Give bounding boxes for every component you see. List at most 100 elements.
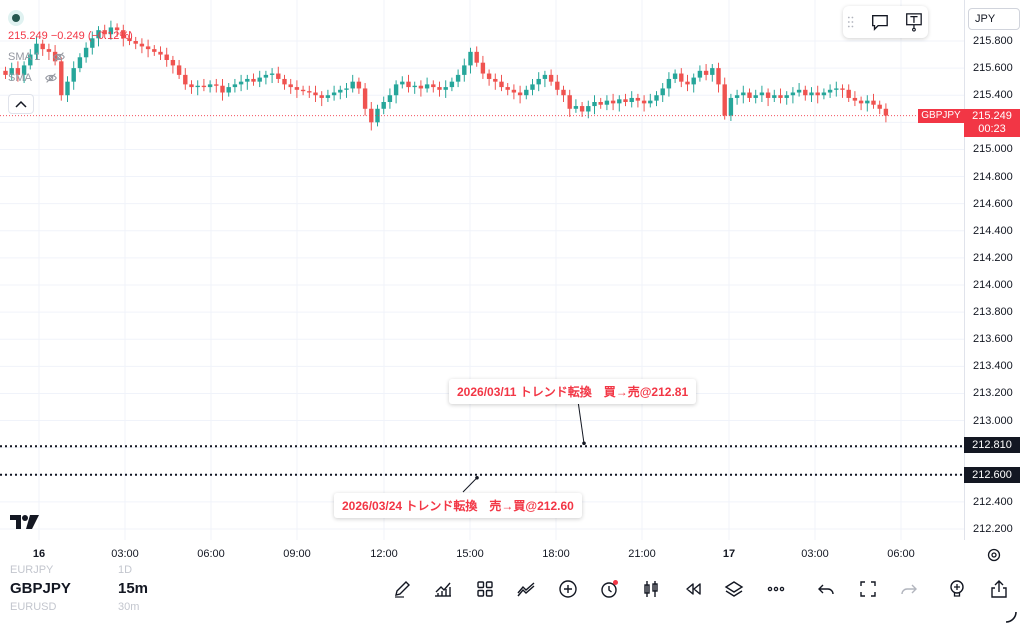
candle-body [486,73,492,79]
lightbulb-icon[interactable] [946,578,968,600]
candle-body [300,89,306,92]
candle-body [858,100,864,104]
candle-body [623,99,628,102]
next-symbol[interactable]: EURUSD [10,601,57,613]
collapse-legend-button[interactable] [8,94,34,114]
text-tool-icon[interactable] [904,11,924,33]
currency-selector[interactable]: JPY [968,8,1020,30]
settings-icon[interactable] [986,547,1002,563]
candle-body [307,91,312,93]
candle-body [424,84,430,89]
candle-body [90,38,95,48]
candle-body [598,102,603,105]
candle-body [840,88,845,90]
candle-body [672,73,678,79]
eye-off-icon[interactable] [52,50,66,64]
price-scale[interactable]: 215.800215.600215.400215.200215.000214.8… [964,0,1024,540]
price-tick-label: 214.600 [973,197,1013,210]
candle-body [269,73,275,75]
candle-body [102,30,107,35]
candle-body [21,65,27,75]
price-tick-label: 215.000 [973,143,1013,156]
resize-handle-icon[interactable] [1004,610,1018,624]
tradingview-logo-icon[interactable] [10,514,40,530]
candle-body [207,84,213,88]
candle-body [257,77,262,82]
candle-body [46,49,52,52]
price-tick-label: 213.400 [973,360,1013,373]
symbol-selector[interactable]: GBPJPY [10,580,71,597]
candle-body [176,65,182,75]
candle-body [530,84,535,90]
bottom-toolbar: EURJPY 1D GBPJPY 15m EURUSD 30m [0,564,1024,633]
time-tick-label: 06:00 [887,548,915,560]
next-interval[interactable]: 30m [118,601,140,613]
alert-icon[interactable] [598,578,620,600]
candle-body [40,43,45,50]
annotation-trend-reversal-buy[interactable]: 2026/03/24 トレンド転換 売→買@212.60 [334,493,582,518]
candle-body [536,78,541,85]
drag-handle-icon[interactable] [847,15,854,29]
candle-body [449,81,455,88]
candle-type-icon[interactable] [640,578,662,600]
annotation-anchor [475,475,479,480]
price-tick-label: 214.400 [973,224,1013,237]
candle-body [381,102,386,109]
bar-countdown: 00:23 [978,123,1006,135]
compare-icon[interactable] [515,578,537,600]
indicator-row-sma-1[interactable]: SMA 1 [8,50,66,64]
price-tick-label: 215.600 [973,62,1013,75]
candle-body [356,81,362,89]
candle-body [703,70,709,75]
prev-interval[interactable]: 1D [118,564,133,576]
indicator-row-sma-2[interactable]: SMA [8,71,58,85]
candle-body [784,95,789,98]
grid-icon[interactable] [474,578,496,600]
candle-body [511,89,517,93]
share-icon[interactable] [988,578,1010,600]
candle-body [152,49,157,52]
eye-off-icon[interactable] [44,71,58,85]
floating-drawing-toolbar[interactable] [843,6,928,38]
candle-body [121,30,126,39]
candle-body [697,70,703,78]
candle-body [691,77,696,85]
interval-selector[interactable]: 15m [118,580,149,597]
candle-body [437,87,442,90]
replay-icon[interactable] [682,578,704,600]
pen-icon[interactable] [391,578,413,600]
redo-icon[interactable] [898,578,920,600]
candle-body [294,87,300,90]
candle-body [852,97,858,101]
prev-symbol[interactable]: EURJPY [10,564,54,576]
candle-body [604,100,610,105]
candle-body [59,61,64,96]
layers-icon[interactable] [723,578,745,600]
current-price-value: 215.249 [972,110,1012,122]
candle-body [679,73,684,82]
candle-body [660,88,665,96]
candle-body [883,108,889,116]
candle-body [3,70,8,75]
candle-body [214,84,219,86]
annotation-trend-reversal-sell[interactable]: 2026/03/11 トレンド転換 買→売@212.81 [449,379,697,404]
chart-pane[interactable]: 215.249 −0.249 (−0.12%) SMA 1 SMA 2026/0… [0,0,964,540]
undo-icon[interactable] [815,578,837,600]
time-tick-label: 16 [32,548,46,560]
time-axis[interactable]: 16 03:00 06:00 09:00 12:00 15:00 18:00 21:00 17 0… [0,540,1024,566]
candle-body [462,65,467,75]
comment-icon[interactable] [870,11,890,33]
add-icon[interactable] [557,578,579,600]
price-tick-label: 214.000 [973,279,1013,291]
more-icon[interactable] [765,578,787,600]
candle-body [201,85,207,88]
price-chart[interactable] [0,0,964,540]
fullscreen-icon[interactable] [857,578,879,600]
candle-body [127,38,132,41]
time-tick-label: 17 [722,548,736,560]
candle-body [251,78,256,82]
indicators-icon[interactable] [432,578,454,600]
candle-body [480,62,486,74]
candle-body [77,57,83,69]
candle-body [555,81,560,90]
